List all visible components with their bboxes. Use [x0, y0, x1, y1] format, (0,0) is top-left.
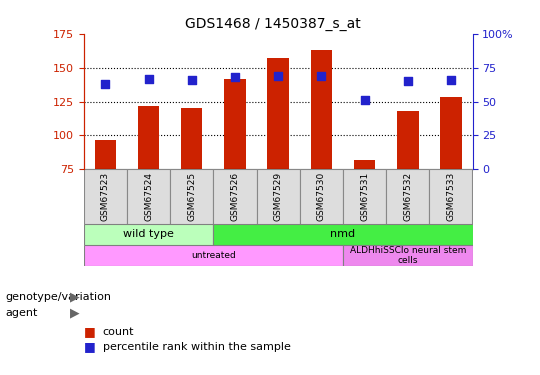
Point — [101, 81, 110, 87]
Bar — [84, 224, 213, 245]
Text: GSM67530: GSM67530 — [317, 172, 326, 221]
Bar — [84, 245, 343, 266]
Text: GSM67525: GSM67525 — [187, 172, 196, 221]
Bar — [127, 170, 170, 224]
Bar — [256, 170, 300, 224]
Text: ■: ■ — [84, 340, 96, 353]
Text: percentile rank within the sample: percentile rank within the sample — [103, 342, 291, 352]
Point — [317, 73, 326, 79]
Bar — [300, 170, 343, 224]
Point — [231, 74, 239, 80]
Text: untreated: untreated — [191, 251, 235, 260]
Text: agent: agent — [5, 308, 38, 318]
Bar — [224, 78, 246, 170]
Bar — [310, 50, 332, 170]
Text: GSM67531: GSM67531 — [360, 172, 369, 221]
Text: GSM67529: GSM67529 — [274, 172, 282, 221]
Point — [274, 73, 282, 79]
Bar — [397, 111, 418, 170]
Bar — [440, 98, 462, 170]
Bar — [181, 108, 202, 170]
Text: GSM67526: GSM67526 — [231, 172, 239, 221]
Text: genotype/variation: genotype/variation — [5, 292, 111, 302]
Bar — [84, 170, 127, 224]
Text: GSM67524: GSM67524 — [144, 172, 153, 221]
Bar — [213, 224, 472, 245]
Text: ▶: ▶ — [70, 291, 80, 303]
Text: GSM67523: GSM67523 — [101, 172, 110, 221]
Point — [403, 78, 412, 84]
Bar — [343, 170, 386, 224]
Text: count: count — [103, 327, 134, 337]
Text: wild type: wild type — [123, 229, 174, 239]
Text: ▶: ▶ — [70, 307, 80, 320]
Bar — [386, 170, 429, 224]
Bar — [213, 170, 256, 224]
Bar — [267, 58, 289, 170]
Bar — [343, 245, 472, 266]
Point — [360, 97, 369, 103]
Point — [187, 77, 196, 83]
Bar — [138, 106, 159, 170]
Text: GSM67532: GSM67532 — [403, 172, 412, 221]
Bar — [170, 170, 213, 224]
Text: ALDHhiSSClo neural stem
cells: ALDHhiSSClo neural stem cells — [349, 246, 466, 265]
Point — [144, 75, 153, 81]
Text: GSM67533: GSM67533 — [447, 172, 455, 221]
Point — [447, 77, 455, 83]
Bar — [94, 140, 116, 170]
Text: ■: ■ — [84, 326, 96, 338]
Text: GDS1468 / 1450387_s_at: GDS1468 / 1450387_s_at — [185, 17, 361, 31]
Text: nmd: nmd — [330, 229, 355, 239]
Bar — [354, 160, 375, 170]
Bar — [429, 170, 472, 224]
